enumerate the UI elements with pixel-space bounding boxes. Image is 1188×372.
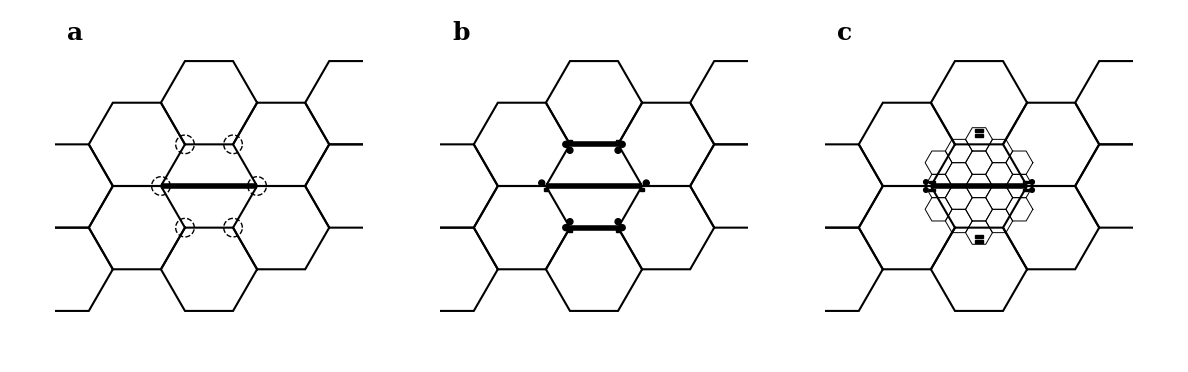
Bar bbox=[568, 140, 573, 142]
Circle shape bbox=[1030, 187, 1035, 192]
Circle shape bbox=[619, 141, 625, 147]
Circle shape bbox=[615, 219, 621, 225]
Bar bbox=[974, 134, 984, 137]
Bar bbox=[640, 188, 644, 191]
Circle shape bbox=[923, 187, 928, 192]
Bar bbox=[929, 181, 935, 183]
Bar bbox=[1023, 181, 1029, 183]
Bar bbox=[544, 188, 548, 191]
Text: b: b bbox=[453, 21, 470, 45]
Circle shape bbox=[643, 180, 650, 186]
Circle shape bbox=[567, 147, 573, 153]
Circle shape bbox=[538, 180, 545, 186]
Circle shape bbox=[567, 219, 573, 225]
Bar bbox=[568, 230, 573, 232]
Circle shape bbox=[923, 180, 928, 185]
Text: c: c bbox=[838, 21, 853, 45]
Bar bbox=[974, 240, 984, 243]
Circle shape bbox=[563, 141, 569, 147]
Bar bbox=[974, 235, 984, 238]
Circle shape bbox=[615, 147, 621, 153]
Bar bbox=[974, 129, 984, 132]
Bar bbox=[615, 230, 620, 232]
Text: a: a bbox=[68, 21, 83, 45]
Bar bbox=[929, 189, 935, 191]
Circle shape bbox=[563, 225, 569, 231]
Circle shape bbox=[1030, 180, 1035, 185]
Bar bbox=[1023, 189, 1029, 191]
Bar bbox=[615, 140, 620, 142]
Circle shape bbox=[619, 225, 625, 231]
